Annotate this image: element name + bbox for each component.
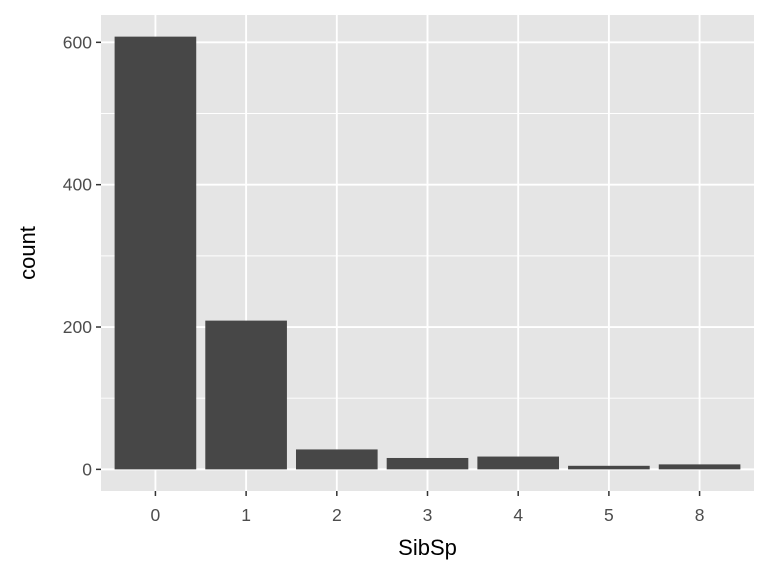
y-tick-label: 400 — [63, 175, 92, 195]
y-tick-label: 600 — [63, 32, 92, 52]
x-axis: 0 1 2 3 4 5 8 — [151, 491, 705, 525]
y-axis-title: count — [15, 226, 40, 280]
bar-sibsp-2 — [295, 449, 378, 470]
x-tick-label: 0 — [151, 505, 161, 525]
x-tick-label: 5 — [604, 505, 614, 525]
bar-sibsp-8 — [658, 464, 741, 470]
x-tick-label: 1 — [241, 505, 251, 525]
bar-sibsp-0 — [114, 36, 197, 470]
y-tick-label: 0 — [82, 459, 92, 479]
x-tick-label: 4 — [513, 505, 523, 525]
x-tick-label: 3 — [423, 505, 433, 525]
bar-sibsp-5 — [568, 465, 650, 470]
x-tick-label: 2 — [332, 505, 342, 525]
x-tick-label: 8 — [695, 505, 705, 525]
x-axis-title: SibSp — [398, 535, 457, 560]
bar-sibsp-3 — [386, 457, 469, 470]
y-tick-label: 200 — [63, 317, 92, 337]
y-axis: 0 200 400 600 — [63, 32, 101, 479]
bars — [114, 36, 741, 470]
bar-sibsp-4 — [477, 456, 560, 470]
bar-sibsp-1 — [205, 320, 287, 470]
